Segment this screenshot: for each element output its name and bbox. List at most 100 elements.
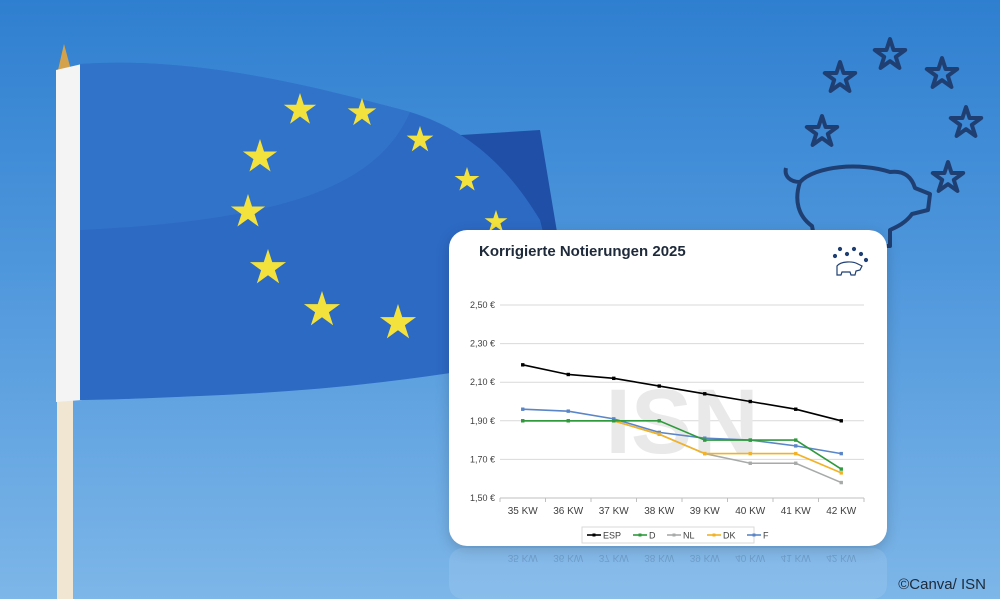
reflection-x-label: 40 KW bbox=[735, 552, 766, 563]
star-icon bbox=[406, 126, 434, 152]
y-tick-label: 2,50 € bbox=[470, 300, 495, 310]
star-icon bbox=[484, 210, 508, 232]
y-tick-label: 1,50 € bbox=[470, 493, 495, 503]
chart-reflection: 35 KW 36 KW 37 KW 38 KW 39 KW 40 KW 41 KW 42 KW… bbox=[449, 548, 887, 599]
data-point bbox=[612, 419, 616, 423]
legend-marker bbox=[672, 533, 676, 537]
star-icon bbox=[303, 291, 341, 326]
data-point bbox=[839, 467, 843, 471]
legend-label: F bbox=[763, 531, 769, 541]
data-point bbox=[748, 399, 752, 404]
reflection-x-label: 36 KW bbox=[553, 552, 584, 563]
data-point bbox=[794, 444, 798, 448]
legend-label: DK bbox=[723, 531, 736, 541]
reflection-x-label: 42 KW bbox=[826, 552, 857, 563]
legend-label: D bbox=[649, 531, 656, 541]
legend-item-dk: DK bbox=[707, 531, 736, 541]
legend-item-f: F bbox=[747, 531, 769, 541]
series-d bbox=[521, 419, 843, 471]
reflection-x-label: 39 KW bbox=[690, 552, 721, 563]
data-point bbox=[748, 438, 752, 442]
reflection-x-label: 41 KW bbox=[781, 552, 812, 563]
star-icon bbox=[379, 304, 417, 339]
reflection-labels: 35 KW 36 KW 37 KW 38 KW 39 KW 40 KW 41 KW 42 KW… bbox=[508, 552, 857, 563]
y-tick-label: 2,30 € bbox=[470, 339, 495, 349]
x-tick-label: 42 KW bbox=[826, 506, 857, 517]
data-point bbox=[612, 417, 616, 421]
data-point bbox=[521, 363, 525, 367]
reflection-card bbox=[449, 548, 887, 599]
x-tick-label: 39 KW bbox=[690, 506, 721, 517]
isn-logo-icon bbox=[832, 246, 869, 276]
star-icon bbox=[242, 139, 278, 172]
data-point bbox=[839, 480, 843, 485]
series-line bbox=[522, 408, 842, 455]
data-point bbox=[703, 392, 707, 396]
legend-label: NL bbox=[683, 531, 695, 541]
legend-label: ESP bbox=[603, 531, 621, 541]
series-line bbox=[522, 420, 842, 470]
data-point bbox=[703, 438, 707, 442]
data-point bbox=[657, 430, 661, 435]
data-point bbox=[748, 461, 752, 465]
y-tick-label: 1,70 € bbox=[470, 454, 495, 464]
chart-legend: ESP D NL DK F bbox=[581, 526, 769, 544]
y-tick-label: 2,10 € bbox=[470, 377, 495, 387]
data-point bbox=[839, 451, 843, 456]
star-icon bbox=[249, 249, 287, 284]
flag-highlight bbox=[80, 62, 410, 231]
flag-pole-tip bbox=[58, 44, 71, 70]
data-point bbox=[657, 419, 661, 423]
star-icon bbox=[454, 167, 480, 191]
data-point bbox=[521, 419, 525, 423]
data-point bbox=[657, 432, 661, 437]
x-tick-label: 36 KW bbox=[553, 506, 584, 517]
data-point bbox=[521, 407, 525, 411]
legend-marker bbox=[638, 533, 642, 537]
legend-item-esp: ESP bbox=[587, 531, 621, 541]
data-point bbox=[703, 451, 707, 456]
data-point bbox=[794, 407, 798, 411]
legend-marker bbox=[752, 533, 756, 537]
data-point bbox=[839, 419, 843, 423]
chart-watermark: ISN bbox=[605, 371, 758, 473]
line-chart: ISN 1,50 € 1,70 € 1,90 € 2,10 € 2,30 € 2,50 €… bbox=[470, 246, 869, 544]
pig-icon bbox=[783, 164, 932, 248]
y-axis-ticks: 1,50 € 1,70 € 1,90 € 2,10 € 2,30 € 2,50 € bbox=[470, 300, 495, 503]
reflection-x-label: 37 KW bbox=[599, 552, 630, 563]
data-point bbox=[794, 461, 798, 465]
data-point bbox=[566, 419, 570, 423]
x-tick-label: 41 KW bbox=[781, 506, 812, 517]
data-point bbox=[794, 438, 798, 442]
data-point bbox=[748, 451, 752, 456]
chart-title: Korrigierte Notierungen 2025 bbox=[479, 243, 686, 260]
star-icon bbox=[230, 194, 266, 227]
star-icon bbox=[283, 93, 317, 124]
flag-hem bbox=[56, 64, 82, 402]
data-point bbox=[794, 451, 798, 456]
x-axis-ticks: 35 KW 36 KW 37 KW 38 KW 39 KW 40 KW 41 KW 42 KW bbox=[499, 498, 865, 517]
legend-marker bbox=[712, 533, 716, 537]
data-point bbox=[657, 384, 661, 388]
x-tick-label: 38 KW bbox=[644, 506, 675, 517]
series-line bbox=[522, 364, 842, 422]
data-point bbox=[612, 376, 616, 381]
x-tick-label: 35 KW bbox=[508, 506, 539, 517]
flag-stars bbox=[230, 93, 508, 339]
chart-series bbox=[521, 363, 843, 485]
x-tick-label: 37 KW bbox=[599, 506, 630, 517]
legend-item-d: D bbox=[633, 531, 656, 541]
legend-item-nl: NL bbox=[667, 531, 695, 541]
legend-marker bbox=[592, 533, 596, 537]
photo-credit: ©Canva/ ISN bbox=[898, 576, 986, 593]
data-point bbox=[839, 471, 843, 475]
data-point bbox=[703, 436, 707, 440]
star-icon bbox=[347, 98, 377, 126]
series-esp bbox=[521, 363, 843, 423]
y-tick-label: 1,90 € bbox=[470, 416, 495, 426]
data-point bbox=[566, 409, 570, 413]
reflection-x-label: 38 KW bbox=[644, 552, 675, 563]
reflection-x-label: 35 KW bbox=[508, 552, 539, 563]
data-point bbox=[566, 372, 570, 377]
